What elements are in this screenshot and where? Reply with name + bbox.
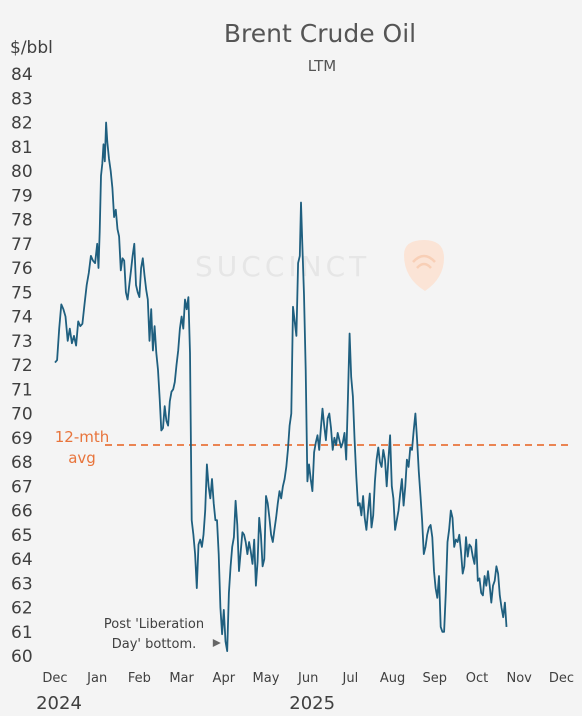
y-tick-label: 62 [11, 599, 33, 619]
y-tick-label: 83 [11, 89, 33, 109]
reference-line-label-2: avg [68, 449, 96, 467]
y-tick-label: 66 [11, 502, 33, 522]
annotation-arrowhead [212, 639, 221, 647]
x-tick-label: Dec [549, 671, 574, 686]
x-tick-label: Jan [86, 671, 107, 686]
year-labels: 2024 2025 [36, 693, 335, 714]
y-tick-label: 63 [11, 574, 33, 594]
x-tick-label: Dec [42, 671, 67, 686]
x-tick-label: May [253, 671, 280, 686]
x-tick-label: Jul [342, 671, 359, 686]
y-tick-label: 69 [11, 429, 33, 449]
x-tick-label: Sep [423, 671, 448, 686]
annotation-text-1: Post 'Liberation [104, 617, 204, 632]
x-tick-label: Aug [380, 671, 405, 686]
y-tick-label: 71 [11, 380, 33, 400]
y-tick-label: 80 [11, 162, 33, 182]
x-tick-label: Mar [169, 671, 194, 686]
y-tick-label: 75 [11, 283, 33, 303]
y-tick-label: 74 [11, 308, 33, 328]
x-tick-label: Oct [466, 671, 488, 686]
reference-line-label-1: 12-mth [55, 428, 110, 446]
y-tick-label: 81 [11, 138, 33, 158]
y-tick-label: 76 [11, 259, 33, 279]
watermark-text: SUCCINCT [195, 250, 370, 283]
y-tick-label: 72 [11, 356, 33, 376]
y-tick-label: 82 [11, 114, 33, 134]
annotation-text-2: Day' bottom. [112, 637, 197, 652]
y-tick-label: 77 [11, 235, 33, 255]
y-tick-label: 60 [11, 647, 33, 667]
watermark-logo-icon [404, 240, 444, 291]
y-tick-label: 84 [11, 65, 33, 85]
y-tick-label: 78 [11, 211, 33, 231]
annotation: Post 'Liberation Day' bottom. [104, 617, 221, 652]
chart-subtitle: LTM [308, 57, 336, 75]
year-label: 2024 [36, 693, 82, 714]
y-tick-label: 65 [11, 526, 33, 546]
x-tick-label: Apr [213, 671, 236, 686]
y-tick-label: 70 [11, 405, 33, 425]
x-tick-label: Nov [507, 671, 533, 686]
series-line-brent [54, 121, 508, 652]
chart-title: Brent Crude Oil [224, 19, 416, 48]
y-tick-label: 61 [11, 623, 33, 643]
y-tick-label: 67 [11, 477, 33, 497]
x-axis-ticks: Dec Jan Feb Mar Apr May Jun Jul Aug Sep Oct Nov Dec [42, 671, 574, 686]
watermark: SUCCINCT [195, 240, 444, 291]
x-tick-label: Feb [128, 671, 151, 686]
y-tick-label: 64 [11, 550, 33, 570]
y-axis-ticks: 60 61 62 63 64 65 66 67 68 69 70 71 72 73 74 75 76 77 78 79… [11, 65, 33, 667]
y-tick-label: 79 [11, 186, 33, 206]
y-tick-label: 73 [11, 332, 33, 352]
y-tick-label: 68 [11, 453, 33, 473]
year-label: 2025 [289, 693, 335, 714]
y-axis-label: $/bbl [10, 38, 53, 58]
x-tick-label: Jun [297, 671, 318, 686]
